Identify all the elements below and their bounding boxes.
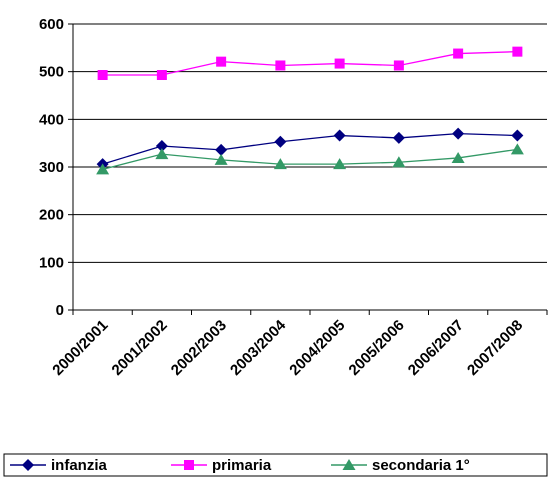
x-tick-label: 2007/2008 — [464, 317, 526, 379]
x-axis-ticks: 2000/20012001/20022002/20032003/20042004… — [49, 310, 548, 379]
x-tick-label: 2000/2001 — [49, 317, 111, 379]
y-tick-label-600: 600 — [39, 16, 64, 33]
legend: infanzia primaria secondaria 1° — [3, 453, 548, 477]
data-point-square — [97, 70, 108, 81]
x-tick-label: 2006/2007 — [405, 317, 467, 379]
data-point-triangle — [451, 151, 465, 163]
data-point-triangle — [392, 156, 406, 168]
y-tick-label-400: 400 — [39, 111, 64, 128]
y-tick-label-200: 200 — [39, 207, 64, 224]
data-point-diamond — [333, 129, 346, 142]
x-tick-label: 2002/2003 — [168, 317, 230, 379]
data-point-diamond — [155, 140, 168, 153]
legend-label: infanzia — [51, 457, 107, 474]
data-point-square — [453, 48, 464, 59]
y-tick-label-300: 300 — [39, 159, 64, 176]
series-group — [96, 46, 524, 175]
data-point-diamond — [215, 143, 228, 156]
data-point-square — [512, 46, 523, 57]
data-point-diamond — [22, 459, 34, 471]
x-tick-label: 2001/2002 — [109, 317, 171, 379]
series-secondaria-1 — [96, 143, 524, 175]
data-point-square — [184, 460, 194, 470]
legend-item: secondaria 1° — [331, 457, 470, 474]
legend-box — [3, 453, 548, 477]
data-point-triangle — [342, 459, 356, 470]
x-tick-label: 2004/2005 — [286, 317, 348, 379]
series-infanzia — [96, 127, 524, 171]
y-tick-label-500: 500 — [39, 64, 64, 81]
data-point-triangle — [333, 158, 347, 170]
data-point-square — [216, 56, 227, 67]
data-point-diamond — [511, 129, 524, 142]
y-axis-ticks: 0 100 200 300 400 500 600 — [39, 16, 73, 319]
legend-item: primaria — [171, 457, 272, 474]
data-point-triangle — [510, 143, 524, 155]
series-line — [102, 132, 518, 165]
data-point-triangle — [96, 163, 110, 175]
legend-item: infanzia — [10, 457, 107, 474]
legend-label: secondaria 1° — [372, 457, 470, 474]
data-point-square — [156, 70, 167, 81]
data-point-square — [393, 60, 404, 71]
data-point-triangle — [214, 153, 228, 165]
data-point-diamond — [452, 127, 465, 140]
data-point-triangle — [155, 148, 169, 160]
data-point-triangle — [273, 158, 287, 170]
series-line — [102, 50, 518, 76]
series-line — [102, 148, 518, 171]
x-tick-label: 2005/2006 — [346, 317, 408, 379]
data-point-square — [275, 60, 286, 71]
data-point-diamond — [392, 131, 405, 144]
y-tick-label-100: 100 — [39, 254, 64, 271]
x-tick-label: 2003/2004 — [227, 316, 290, 379]
series-primaria — [97, 46, 523, 81]
legend-label: primaria — [212, 457, 272, 474]
data-point-diamond — [274, 135, 287, 148]
y-tick-label-0: 0 — [56, 302, 64, 319]
data-point-square — [334, 58, 345, 69]
gridlines — [72, 23, 547, 311]
